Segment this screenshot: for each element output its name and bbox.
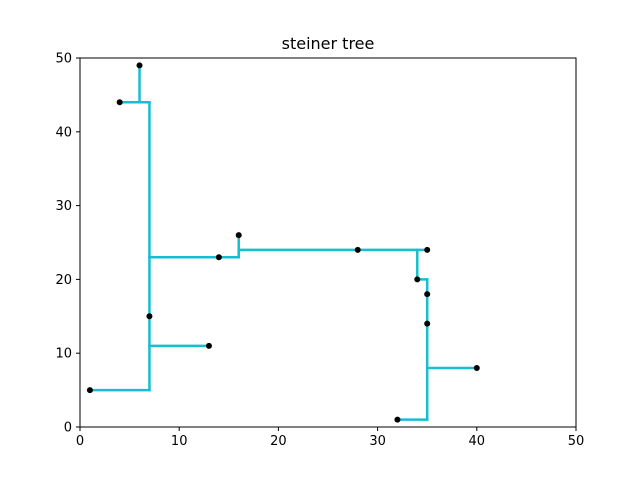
x-axis: 0 10 20 30 40 50 [76, 427, 584, 449]
terminal-point-3 [215, 254, 222, 261]
terminal-point-1 [116, 99, 123, 106]
y-tick-label: 0 [64, 421, 72, 436]
terminal-point-12 [86, 387, 93, 394]
terminal-point-0 [136, 62, 143, 69]
plot-frame [79, 57, 577, 428]
x-tick-label: 40 [469, 434, 486, 449]
terminal-point-7 [424, 291, 431, 298]
chart-title: steiner tree [282, 34, 375, 53]
x-tick-label: 50 [568, 434, 585, 449]
terminal-point-13 [394, 416, 401, 423]
terminal-point-2 [235, 232, 242, 239]
y-tick-label: 30 [55, 199, 72, 214]
x-tick-label: 30 [369, 434, 386, 449]
terminal-point-9 [424, 320, 431, 327]
y-tick-label: 10 [55, 347, 72, 362]
terminal-point-11 [473, 364, 480, 371]
terminal-points [86, 62, 480, 423]
x-tick-label: 20 [270, 434, 287, 449]
y-tick-label: 20 [55, 273, 72, 288]
tree-edges [88, 64, 479, 421]
terminal-point-5 [424, 246, 431, 253]
terminal-point-4 [354, 246, 361, 253]
terminal-point-10 [205, 342, 212, 349]
x-tick-label: 0 [76, 434, 84, 449]
y-tick-label: 50 [55, 52, 72, 67]
terminal-point-8 [146, 313, 153, 320]
x-tick-label: 10 [171, 434, 188, 449]
y-axis: 0 10 20 30 40 50 [55, 52, 80, 436]
y-tick-label: 40 [55, 125, 72, 140]
terminal-point-6 [414, 276, 421, 283]
